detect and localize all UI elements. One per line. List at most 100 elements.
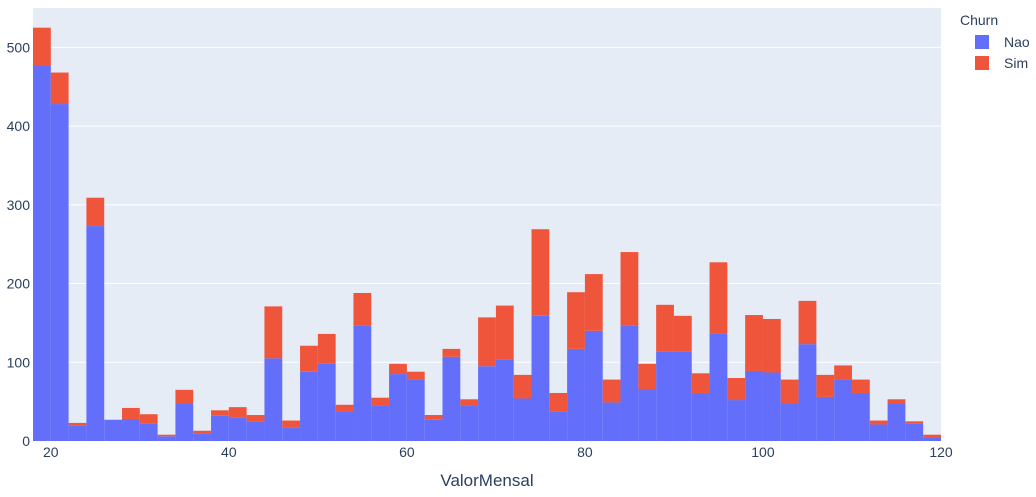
legend-items[interactable]: Nao Sim xyxy=(975,34,1030,71)
bar-nao-bin-73[interactable] xyxy=(513,398,532,441)
bar-nao-bin-37[interactable] xyxy=(193,433,212,441)
bar-nao-bin-65[interactable] xyxy=(442,356,461,441)
bar-sim-bin-89[interactable] xyxy=(656,304,674,352)
bar-sim-bin-93[interactable] xyxy=(691,373,710,393)
bar-sim-bin-39[interactable] xyxy=(211,410,229,416)
bar-sim-bin-71[interactable] xyxy=(495,305,514,360)
bar-sim-bin-57[interactable] xyxy=(371,397,390,406)
bar-nao-bin-119[interactable] xyxy=(923,437,941,441)
bar-nao-bin-93[interactable] xyxy=(691,392,710,441)
bar-sim-bin-103[interactable] xyxy=(780,379,799,404)
bar-sim-bin-31[interactable] xyxy=(139,414,158,424)
bar-nao-bin-49[interactable] xyxy=(300,371,318,441)
bar-nao-bin-71[interactable] xyxy=(495,359,514,441)
bar-nao-bin-85[interactable] xyxy=(620,325,639,441)
bar-nao-bin-29[interactable] xyxy=(122,418,140,441)
bar-sim-bin-79[interactable] xyxy=(567,292,585,349)
bar-nao-bin-31[interactable] xyxy=(139,423,158,441)
bar-sim-bin-55[interactable] xyxy=(353,292,372,326)
bar-nao-bin-107[interactable] xyxy=(816,396,835,441)
bar-nao-bin-55[interactable] xyxy=(353,325,372,441)
bar-sim-bin-41[interactable] xyxy=(228,407,247,418)
bar-sim-bin-23[interactable] xyxy=(68,422,87,426)
bar-sim-bin-63[interactable] xyxy=(424,415,443,420)
bar-sim-bin-25[interactable] xyxy=(86,197,105,227)
bar-nao-bin-77[interactable] xyxy=(549,411,568,441)
bar-sim-bin-65[interactable] xyxy=(442,348,461,357)
bar-sim-bin-81[interactable] xyxy=(584,274,603,331)
bar-nao-bin-99[interactable] xyxy=(745,370,763,441)
bar-sim-bin-75[interactable] xyxy=(531,229,550,316)
bar-nao-bin-109[interactable] xyxy=(834,379,852,441)
bar-sim-bin-49[interactable] xyxy=(300,345,318,372)
bar-sim-bin-101[interactable] xyxy=(762,318,781,373)
bar-sim-bin-113[interactable] xyxy=(869,420,888,425)
bar-nao-bin-33[interactable] xyxy=(157,436,176,441)
bar-sim-bin-69[interactable] xyxy=(478,317,496,367)
bar-sim-bin-19[interactable] xyxy=(33,27,51,66)
bar-sim-bin-53[interactable] xyxy=(335,404,354,412)
bar-sim-bin-97[interactable] xyxy=(727,378,746,401)
bar-nao-bin-115[interactable] xyxy=(887,403,906,441)
bar-sim-bin-77[interactable] xyxy=(549,392,568,412)
bar-nao-bin-41[interactable] xyxy=(228,417,247,441)
bar-sim-bin-29[interactable] xyxy=(122,407,140,419)
bar-sim-bin-21[interactable] xyxy=(50,72,69,105)
bar-nao-bin-59[interactable] xyxy=(389,374,407,441)
bar-sim-bin-105[interactable] xyxy=(798,300,817,345)
bar-sim-bin-117[interactable] xyxy=(905,421,924,424)
bar-sim-bin-47[interactable] xyxy=(282,420,301,428)
bar-nao-bin-19[interactable] xyxy=(33,65,51,441)
bar-sim-bin-45[interactable] xyxy=(264,306,283,359)
bar-nao-bin-35[interactable] xyxy=(175,403,194,441)
bar-sim-bin-59[interactable] xyxy=(389,363,407,375)
bar-nao-bin-53[interactable] xyxy=(335,411,354,441)
bar-nao-bin-89[interactable] xyxy=(656,351,674,441)
bar-sim-bin-87[interactable] xyxy=(638,363,657,390)
bar-nao-bin-79[interactable] xyxy=(567,348,585,441)
bar-nao-bin-69[interactable] xyxy=(478,366,496,441)
legend-item-nao[interactable]: Nao xyxy=(975,34,1030,50)
bar-nao-bin-87[interactable] xyxy=(638,389,657,441)
bar-sim-bin-115[interactable] xyxy=(887,399,906,404)
bar-sim-bin-107[interactable] xyxy=(816,374,835,397)
bar-nao-bin-103[interactable] xyxy=(780,403,799,441)
bar-nao-bin-57[interactable] xyxy=(371,405,390,441)
bar-sim-bin-85[interactable] xyxy=(620,252,639,326)
bar-nao-bin-95[interactable] xyxy=(709,333,728,441)
legend-item-sim[interactable]: Sim xyxy=(975,55,1028,71)
bar-nao-bin-21[interactable] xyxy=(50,104,69,441)
bar-nao-bin-23[interactable] xyxy=(68,425,87,441)
bar-nao-bin-97[interactable] xyxy=(727,400,746,441)
bar-sim-bin-119[interactable] xyxy=(923,434,941,438)
bar-nao-bin-43[interactable] xyxy=(246,421,265,441)
bar-nao-bin-117[interactable] xyxy=(905,423,924,441)
bar-nao-bin-81[interactable] xyxy=(584,330,603,441)
bar-nao-bin-105[interactable] xyxy=(798,344,817,441)
bar-nao-bin-63[interactable] xyxy=(424,419,443,441)
bar-sim-bin-51[interactable] xyxy=(317,333,336,364)
bar-nao-bin-45[interactable] xyxy=(264,358,283,441)
bar-sim-bin-95[interactable] xyxy=(709,262,728,334)
bar-sim-bin-111[interactable] xyxy=(851,379,870,393)
bar-sim-bin-109[interactable] xyxy=(834,365,852,380)
legend[interactable]: Churn Nao Sim xyxy=(960,12,1030,71)
bar-nao-bin-75[interactable] xyxy=(531,315,550,441)
bar-nao-bin-111[interactable] xyxy=(851,392,870,441)
bar-sim-bin-99[interactable] xyxy=(745,315,763,371)
bar-sim-bin-83[interactable] xyxy=(602,379,621,403)
bar-sim-bin-33[interactable] xyxy=(157,434,176,437)
bar-nao-bin-25[interactable] xyxy=(86,226,105,441)
bar-nao-bin-83[interactable] xyxy=(602,402,621,441)
bar-sim-bin-37[interactable] xyxy=(193,430,212,434)
bar-nao-bin-51[interactable] xyxy=(317,363,336,441)
bar-sim-bin-35[interactable] xyxy=(175,389,194,404)
bar-sim-bin-91[interactable] xyxy=(673,315,692,352)
bar-nao-bin-27[interactable] xyxy=(104,419,123,441)
bar-sim-bin-61[interactable] xyxy=(406,371,425,380)
bar-sim-bin-43[interactable] xyxy=(246,415,265,422)
bar-sim-bin-67[interactable] xyxy=(460,399,479,406)
bar-nao-bin-101[interactable] xyxy=(762,372,781,441)
bar-sim-bin-73[interactable] xyxy=(513,374,532,399)
bar-nao-bin-39[interactable] xyxy=(211,415,229,441)
